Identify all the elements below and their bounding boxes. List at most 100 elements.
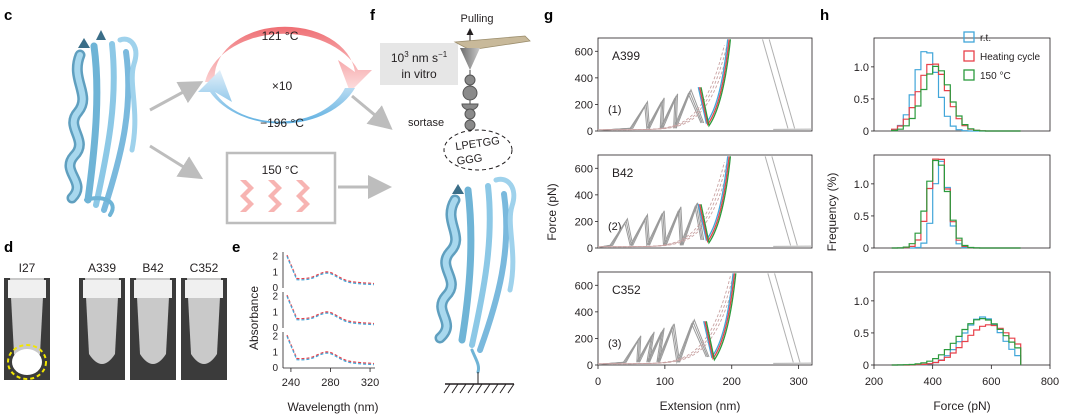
absorbance-curve-heated — [286, 334, 375, 365]
h-ytick: 0 — [863, 243, 869, 255]
heating-cycle-ring: 121 °C ×10 −196 °C — [198, 26, 372, 130]
afm-cantilever — [453, 35, 531, 70]
g-ytick: 400 — [575, 307, 593, 319]
tube-label: C352 — [190, 261, 219, 275]
g-ytick: 600 — [575, 280, 593, 292]
histogram-0: 0 0.5 1.0 — [854, 37, 1051, 138]
panel-label-g: g — [544, 7, 553, 24]
speed-label: 103 nm s−1 — [391, 50, 448, 65]
h-ytick: 1.0 — [854, 179, 869, 191]
legend-swatch — [963, 50, 975, 62]
plot-frame — [597, 37, 813, 132]
g-xtick: 300 — [789, 376, 807, 388]
wlc-fit — [600, 275, 734, 365]
g-xtick: 100 — [656, 376, 674, 388]
e-xtick: 320 — [361, 377, 379, 389]
tube-rim — [134, 280, 172, 298]
g-ytick: 200 — [575, 216, 593, 228]
arrow-to-cycle — [149, 81, 204, 112]
pulling-label: Pulling — [460, 13, 493, 25]
tube-body — [187, 278, 221, 364]
absorbance-curve-heated — [286, 254, 375, 285]
tube-body — [85, 278, 119, 364]
panel-d: d I27 A339 B42 C352 — [4, 239, 227, 380]
h-ytick: 1.0 — [854, 296, 869, 308]
h-xtick: 800 — [1041, 376, 1059, 388]
retract-line — [762, 39, 789, 129]
panel-label-f: f — [370, 7, 376, 24]
trace-hot — [705, 273, 737, 362]
panel-label-e: e — [232, 239, 240, 256]
panel-f: f Pulling 103 nm s−1 in vitro sortase LP… — [370, 7, 531, 394]
tube-rim — [83, 280, 121, 298]
plot-frame — [597, 271, 813, 366]
tube-rim — [185, 280, 223, 298]
h-ylabel: Frequency (%) — [825, 173, 839, 252]
e-ytick: 2 — [272, 332, 278, 343]
h-xtick: 200 — [865, 376, 883, 388]
e-ytick: 2 — [272, 292, 278, 303]
tube-rim — [8, 280, 46, 298]
g-ytick: 400 — [575, 190, 593, 202]
peptide-lpetgg: LPETGG — [455, 135, 501, 153]
tube-label: B42 — [142, 261, 164, 275]
e-ytick: 1 — [272, 347, 278, 358]
tube-3 — [181, 278, 227, 380]
molecular-linker — [461, 70, 479, 132]
legend-label: r.t. — [980, 33, 991, 44]
retract-line — [764, 156, 792, 246]
legend-label: 150 °C — [980, 71, 1011, 82]
g-xtick: 0 — [595, 376, 601, 388]
absorbance-curve-rt — [286, 296, 375, 326]
aggregate-highlight — [7, 344, 47, 380]
hot-temp-label: 121 °C — [262, 29, 299, 43]
plot-frame — [597, 154, 813, 249]
legend-swatch — [963, 31, 975, 43]
h-ytick: 0.5 — [854, 94, 869, 106]
g-ytick: 0 — [587, 126, 593, 138]
legend-label: Heating cycle — [980, 52, 1040, 63]
tube-body — [10, 278, 44, 364]
speed-box — [380, 43, 458, 85]
ligation-site — [443, 129, 513, 171]
e-ytick: 0 — [272, 363, 278, 374]
e-ytick: 0 — [272, 283, 278, 294]
trace-label: (3) — [608, 338, 621, 350]
absorbance-curve-rt — [286, 256, 375, 286]
panel-g: g Force (pN) 0 200 400 600 A399 (1) 0 200 400 600… — [544, 7, 813, 413]
cold-temp-label: −196 °C — [260, 116, 304, 130]
force-plot-1: 0 200 400 600 B42 (2) — [575, 154, 813, 255]
g-ytick: 600 — [575, 163, 593, 175]
retract-line — [771, 156, 798, 246]
h-legend: r.t. Heating cycle 150 °C — [963, 31, 1040, 82]
panel-label-h: h — [820, 7, 829, 24]
absorbance-curve-rt — [286, 336, 375, 366]
histogram-series-2 — [891, 65, 1021, 132]
e-xtick: 280 — [321, 377, 339, 389]
trace-label: (1) — [608, 104, 621, 116]
grey-trace — [597, 90, 703, 131]
e-xlabel: Wavelength (nm) — [288, 400, 379, 414]
absorbance-curve-heated — [286, 294, 375, 325]
panel-c: c 121 °C ×10 −196 °C 150 °C — [4, 7, 393, 225]
absorbance-plot-0: 2 1 0 — [272, 252, 375, 294]
in-vitro-label: in vitro — [401, 67, 437, 81]
grey-trace — [597, 88, 705, 131]
e-ytick: 0 — [272, 323, 278, 334]
g-xlabel: Extension (nm) — [660, 399, 741, 413]
variant-name: C352 — [612, 283, 641, 297]
histogram-2: 0 0.5 1.0 — [854, 271, 1051, 372]
wlc-fit — [600, 44, 728, 131]
protein-structure-c — [64, 30, 139, 217]
protein-structure-f — [434, 176, 517, 374]
variant-name: A399 — [612, 49, 640, 63]
h-ytick: 0.5 — [854, 328, 869, 340]
g-ytick: 200 — [575, 99, 593, 111]
panel-label-d: d — [4, 239, 13, 256]
wlc-fit — [603, 161, 731, 248]
g-ytick: 600 — [575, 46, 593, 58]
plot-frame — [873, 271, 1051, 366]
surface — [443, 383, 515, 394]
h-ytick: 1.0 — [854, 62, 869, 74]
